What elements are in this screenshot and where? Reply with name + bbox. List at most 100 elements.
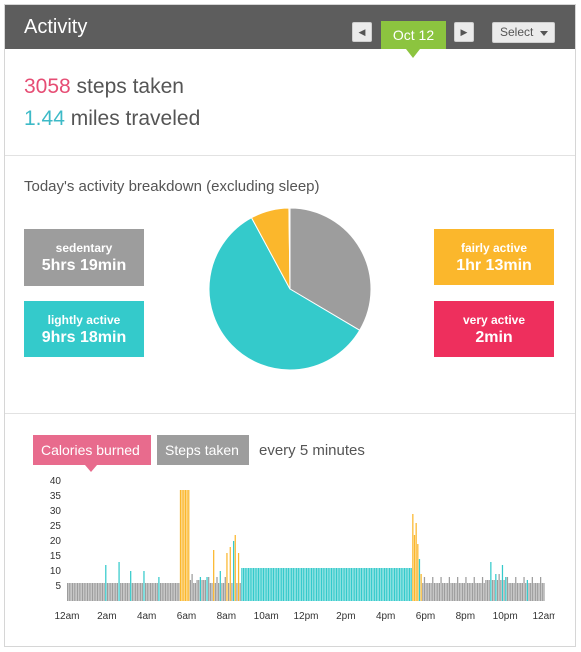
intraday-bar	[350, 568, 353, 601]
intraday-bar	[440, 577, 442, 601]
divider	[5, 155, 575, 156]
active-tab-pointer	[85, 465, 97, 472]
tile-value: 1hr 13min	[456, 257, 532, 274]
intraday-bar	[541, 583, 543, 601]
chevron-left-icon: ◀	[358, 27, 366, 37]
x-tick-label: 12pm	[293, 611, 318, 622]
intraday-bar	[354, 568, 356, 601]
intraday-bar	[500, 580, 502, 601]
intraday-bar	[427, 583, 429, 601]
intraday-bar	[388, 568, 391, 601]
intraday-bar	[344, 568, 346, 601]
intraday-bar	[70, 583, 72, 601]
intraday-bar	[390, 568, 392, 601]
intraday-bar	[203, 580, 205, 601]
intraday-bar	[171, 583, 173, 601]
x-tick-label: 4am	[137, 611, 156, 622]
intraday-bar	[535, 583, 537, 601]
intraday-bar	[491, 580, 494, 601]
intraday-bar	[138, 583, 140, 601]
next-day-button[interactable]: ▶	[454, 22, 474, 42]
activity-card: Activity ◀ Oct 12 ▶ Select 3058 steps ta…	[4, 4, 576, 647]
intraday-bar	[438, 583, 441, 601]
intraday-bar	[470, 583, 472, 601]
miles-value: 1.44	[24, 107, 65, 130]
intraday-bar	[213, 550, 215, 601]
intraday-bar	[403, 568, 406, 601]
intraday-bar	[128, 583, 130, 601]
caret-down-icon	[540, 31, 548, 36]
intraday-bar	[538, 583, 540, 601]
y-tick-label: 25	[50, 521, 62, 532]
intraday-bar	[110, 583, 112, 601]
intraday-bar	[274, 568, 276, 601]
intraday-bar	[501, 565, 504, 601]
intraday-bar	[101, 583, 104, 601]
intraday-bar	[315, 568, 318, 601]
intraday-bar	[435, 583, 437, 601]
intraday-bar	[317, 568, 319, 601]
intraday-bar	[458, 583, 460, 601]
intraday-bar	[291, 568, 293, 601]
intraday-bar	[81, 583, 84, 601]
intraday-bar	[420, 574, 422, 601]
intraday-bar	[498, 574, 500, 601]
intraday-bar	[490, 562, 492, 601]
intraday-bar	[234, 535, 236, 601]
intraday-bar	[196, 580, 198, 601]
intraday-bar	[355, 568, 358, 601]
intraday-bar	[242, 568, 245, 601]
current-date-tab[interactable]: Oct 12	[381, 21, 446, 49]
intraday-bar	[478, 583, 480, 601]
intraday-bar	[417, 544, 419, 601]
intraday-bar	[281, 568, 283, 601]
tab-calories-burned[interactable]: Calories burned	[33, 435, 151, 465]
intraday-bar	[433, 583, 436, 601]
intraday-bar	[495, 574, 497, 601]
intraday-bar	[503, 580, 505, 601]
intraday-bar	[334, 568, 336, 601]
intraday-bar	[337, 568, 339, 601]
previous-day-button[interactable]: ◀	[352, 22, 372, 42]
intraday-bar	[465, 577, 467, 601]
intraday-bar	[244, 568, 246, 601]
intraday-bar	[115, 583, 117, 601]
intraday-bar	[418, 559, 421, 601]
intraday-bar	[229, 547, 231, 601]
intraday-bar	[342, 568, 344, 601]
intraday-bar	[367, 568, 369, 601]
intraday-bar	[219, 571, 221, 601]
intraday-bar	[299, 568, 301, 601]
intraday-bar	[148, 583, 150, 601]
x-tick-label: 10pm	[493, 611, 518, 622]
intraday-bar	[161, 583, 163, 601]
x-tick-label: 6am	[177, 611, 196, 622]
intraday-bar	[141, 583, 143, 601]
intraday-bar	[405, 568, 407, 601]
intraday-bar	[284, 568, 286, 601]
intraday-bar	[322, 568, 324, 601]
intraday-bar	[312, 568, 314, 601]
intraday-bar	[520, 583, 522, 601]
intraday-bar	[218, 583, 220, 601]
intraday-bar	[186, 490, 188, 601]
intraday-bar	[493, 580, 495, 601]
intraday-bar	[259, 568, 261, 601]
intraday-bar	[380, 568, 382, 601]
intraday-bar	[78, 583, 80, 601]
intraday-bar	[237, 553, 240, 601]
intraday-bar	[98, 583, 100, 601]
intraday-bar	[156, 583, 158, 601]
intraday-bar	[506, 577, 509, 601]
steps-value: 3058	[24, 75, 71, 98]
intraday-bar	[382, 568, 384, 601]
intraday-bar	[448, 577, 450, 601]
intraday-bar	[83, 583, 85, 601]
tab-steps-taken[interactable]: Steps taken	[157, 435, 249, 465]
select-dropdown[interactable]: Select	[492, 22, 555, 43]
intraday-bar	[194, 583, 197, 601]
intraday-bar	[262, 568, 265, 601]
intraday-bar	[133, 583, 135, 601]
intraday-bar	[387, 568, 389, 601]
intraday-bar	[289, 568, 291, 601]
